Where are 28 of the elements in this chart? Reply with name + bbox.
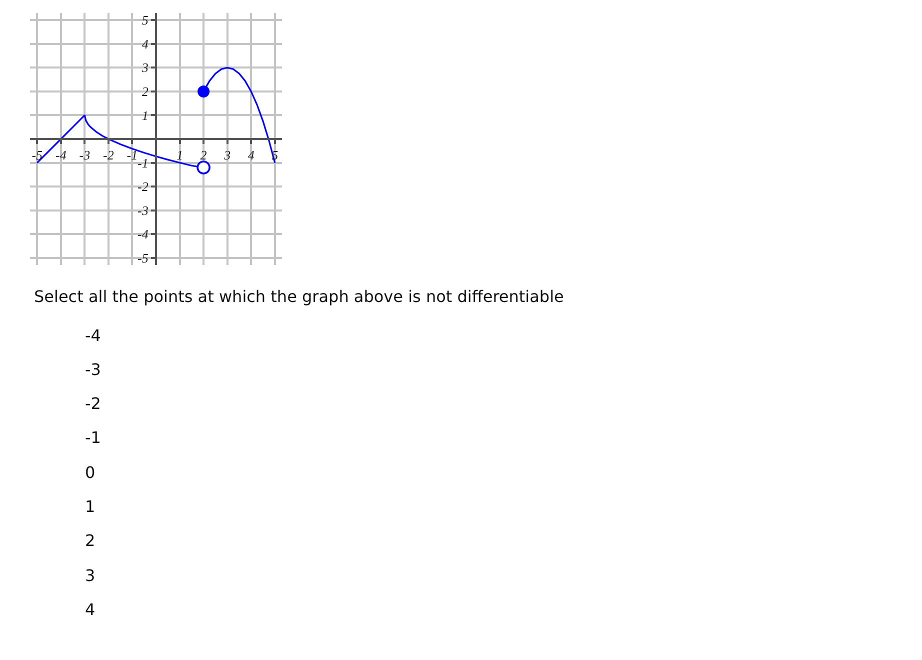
- text: 0: [85, 463, 96, 482]
- y-tick-label: -4: [138, 226, 149, 242]
- x-tick-label: 4: [248, 148, 255, 163]
- x-tick-label: -3: [79, 148, 91, 163]
- y-tick-label: 1: [142, 108, 148, 123]
- x-tick-label: 1: [176, 148, 184, 163]
- x-tick-label: -1: [126, 148, 138, 163]
- x-tick-label: -5: [32, 148, 44, 163]
- y-tick-label: 2: [142, 84, 149, 99]
- x-tick-label: 3: [223, 148, 232, 163]
- x-tick-label: -4: [55, 148, 67, 163]
- text: 1: [85, 497, 96, 516]
- text: -2: [85, 394, 101, 413]
- text: -3: [85, 360, 101, 379]
- x-tick-label: 2: [200, 148, 208, 163]
- y-tick-label: 4: [142, 36, 149, 52]
- y-tick-label: -3: [138, 202, 149, 218]
- text: -4: [85, 326, 101, 345]
- y-tick-label: -5: [138, 250, 149, 266]
- text: 4: [85, 600, 96, 619]
- x-tick-label: -2: [103, 148, 114, 163]
- text: -1: [85, 428, 101, 447]
- text: 3: [85, 566, 96, 585]
- y-tick-label: -2: [138, 179, 149, 194]
- y-tick-label: 5: [142, 12, 149, 28]
- text: 2: [85, 531, 96, 550]
- y-tick-label: 3: [140, 60, 149, 76]
- text: Select all the points at which the graph above is not differentiable: [34, 287, 564, 306]
